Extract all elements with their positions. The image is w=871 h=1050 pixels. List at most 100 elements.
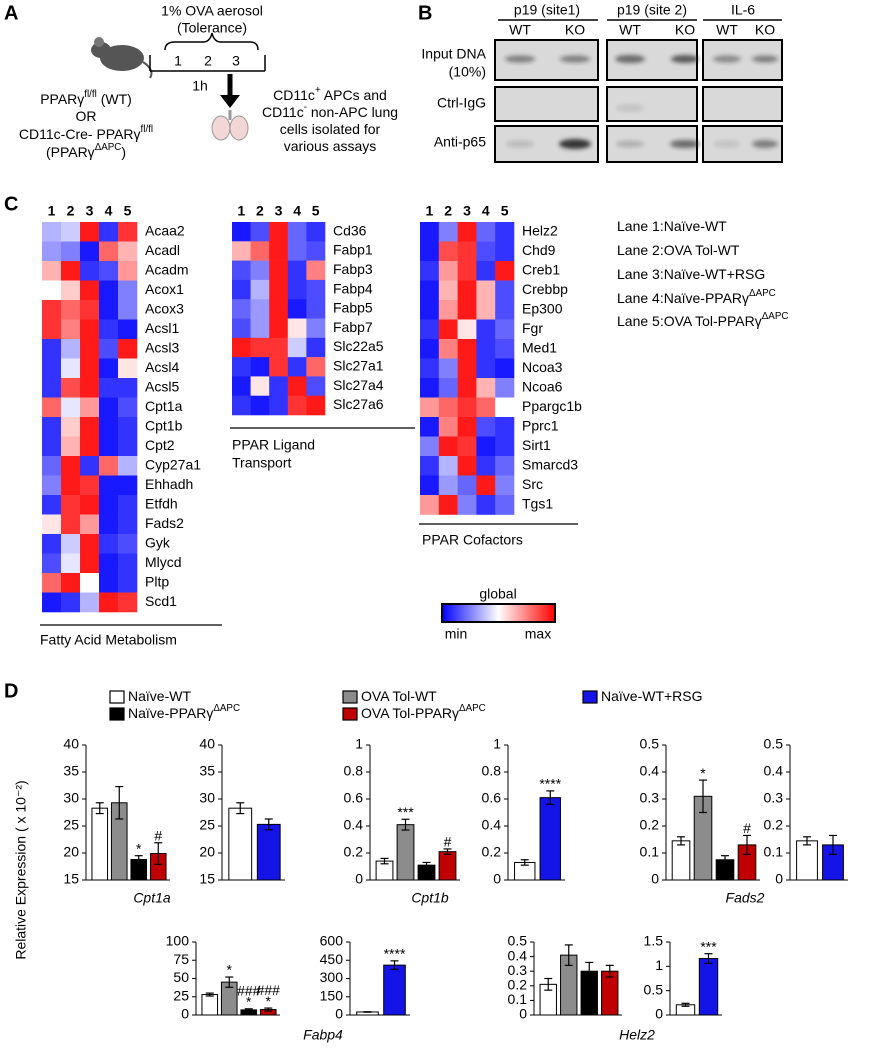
x-axis-label: Fads2 — [726, 890, 765, 906]
heatmap-cell — [420, 358, 440, 379]
heatmap-cell — [99, 534, 119, 554]
heatmap-cell — [99, 300, 119, 320]
row-label: Input DNA — [421, 46, 486, 62]
heatmap-cell — [457, 300, 477, 320]
y-tick-label: 35 — [63, 763, 79, 779]
mouse-text-part: ΔAPC — [95, 142, 122, 153]
gene-label: Ppargc1b — [522, 398, 582, 414]
lane-number: 3 — [275, 203, 283, 219]
heatmap-cell — [99, 339, 119, 359]
heatmap-cell — [438, 339, 458, 359]
outcome-text-part: cells isolated for — [280, 121, 381, 137]
heatmap-cell — [118, 397, 138, 418]
heatmap-cell — [457, 495, 477, 515]
heatmap-cell — [99, 573, 119, 593]
gene-label: Fgr — [522, 320, 543, 336]
row-label: Ctrl-IgG — [437, 95, 486, 111]
gene-label: Cpt2 — [145, 437, 175, 453]
heatmap-cell — [495, 261, 515, 281]
y-tick-label: 0.6 — [482, 790, 502, 806]
y-tick-label: 0.2 — [640, 817, 660, 833]
heatmap-cell — [61, 241, 81, 262]
heatmap-cell — [438, 378, 458, 398]
y-tick-label: 0.6 — [344, 790, 364, 806]
heatmap-cell — [457, 339, 477, 359]
heatmap-cell — [80, 261, 100, 281]
gene-label: Acox1 — [145, 281, 184, 297]
outcome-text-part: APCs and — [321, 87, 387, 103]
significance-label: **** — [384, 946, 406, 962]
legend-label-part: Naïve-WT+RSG — [601, 688, 703, 704]
bar — [396, 824, 415, 881]
heatmap-cell — [250, 376, 270, 396]
lane-legend: Lane 4:Naïve-PPARγΔAPC — [617, 288, 776, 306]
heatmap-cell — [42, 261, 62, 281]
heatmap-cell — [99, 495, 119, 515]
heatmap-cell — [99, 222, 119, 242]
heatmap-cell — [61, 300, 81, 320]
y-tick-label: 0.4 — [482, 817, 502, 833]
lane-number: 4 — [293, 203, 301, 219]
heatmap-cell — [287, 260, 307, 281]
gene-label: Pltp — [145, 573, 169, 589]
heatmap-cell — [118, 456, 138, 476]
heatmap-cell — [118, 514, 138, 535]
heatmap-cell — [118, 592, 138, 613]
gene-label: Fabp5 — [333, 300, 373, 316]
y-tick-label: 0 — [655, 1006, 663, 1022]
heatmap-cell — [42, 339, 62, 359]
heatmap-cell — [495, 436, 515, 457]
heatmap-cell — [306, 260, 326, 281]
heatmap-cell — [250, 279, 270, 300]
heatmap-cell — [118, 475, 138, 496]
heatmap-cell — [269, 222, 289, 242]
heatmap-cell — [457, 241, 477, 262]
panel-label: D — [4, 680, 18, 702]
y-tick-label: 15 — [199, 871, 215, 887]
gene-label: Chd9 — [522, 242, 556, 258]
heatmap-cell — [99, 319, 119, 340]
outcome-text-part: CD11c — [262, 104, 304, 120]
heatmap-cell — [232, 395, 251, 416]
outcome-text: cells isolated for — [280, 121, 381, 137]
y-tick-label: 0.8 — [482, 763, 502, 779]
heatmap-cell — [420, 222, 440, 242]
gene-label: Cd36 — [333, 222, 367, 238]
legend-swatch — [342, 690, 358, 704]
heatmap-cell — [80, 514, 100, 535]
heatmap-cell — [232, 241, 251, 261]
gene-label: Scd1 — [145, 593, 177, 609]
heatmap-cell — [80, 339, 100, 359]
genotype-label: WT — [619, 22, 641, 38]
heatmap-cell — [420, 339, 440, 359]
heatmap-cell — [269, 279, 289, 300]
y-tick-label: 0.1 — [764, 844, 784, 860]
heatmap-cell — [306, 376, 326, 396]
heatmap-cell — [476, 300, 496, 320]
y-tick-label: 0.2 — [508, 977, 528, 993]
mouse-text-part: (PPARγ — [46, 144, 95, 160]
heatmap-cell — [80, 378, 100, 398]
gene-label: Sirt1 — [522, 437, 551, 453]
heatmap-cell — [99, 378, 119, 398]
heatmap-cell — [476, 339, 496, 359]
bar — [438, 851, 457, 881]
heatmap-cell — [99, 514, 119, 535]
heatmap-cell — [438, 241, 458, 262]
heatmap-cell — [118, 222, 138, 242]
heatmap-cell — [232, 376, 251, 396]
heatmap-cell — [61, 534, 81, 554]
gene-label: Acadm — [145, 261, 189, 277]
y-tick-label: 0.4 — [640, 763, 660, 779]
heatmap-cell — [118, 495, 138, 515]
lane-number: 2 — [256, 203, 264, 219]
heatmap-cell — [250, 260, 270, 281]
mouse-text-part: OR — [76, 108, 97, 124]
mouse-text-part: fl/fl — [141, 124, 154, 135]
heatmap-cell — [476, 397, 496, 418]
y-tick-label: 0.2 — [482, 844, 502, 860]
outcome-text: various assays — [284, 138, 377, 154]
timeline — [149, 55, 266, 72]
arrow — [220, 74, 240, 108]
